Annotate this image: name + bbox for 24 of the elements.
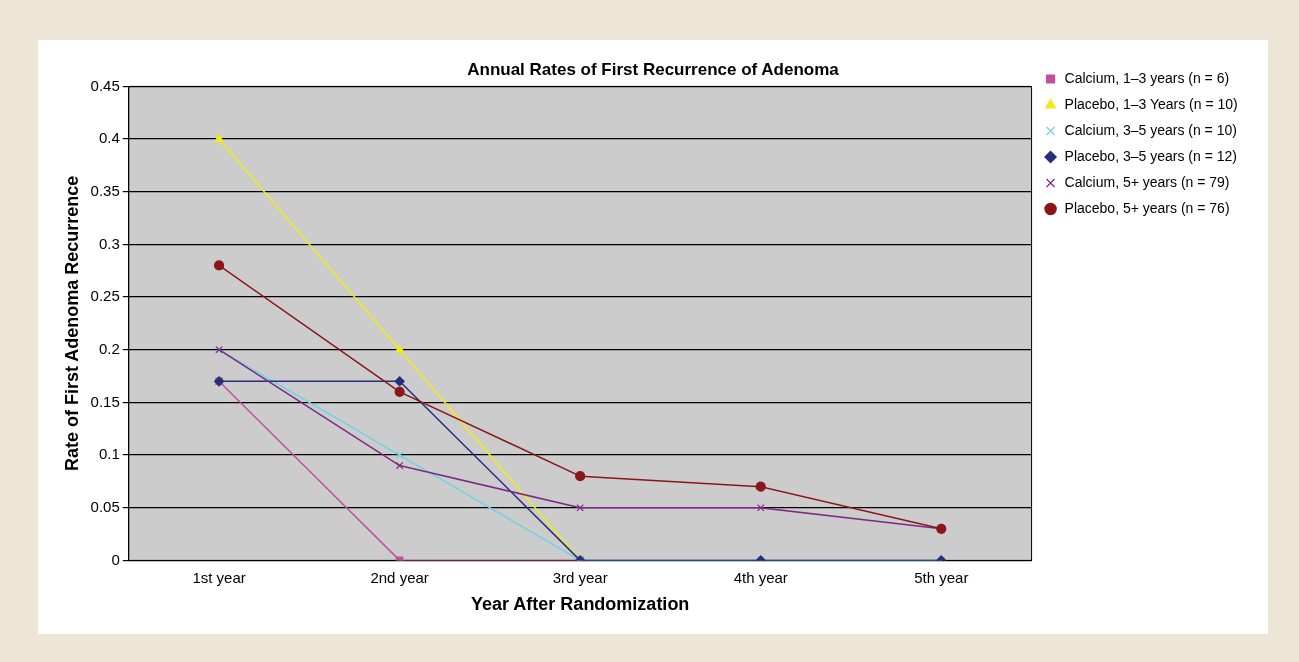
x-tick-label: 4th year [733,568,788,586]
chart-title: Annual Rates of First Recurrence of Adenoma [467,59,840,79]
x-axis-title: Year After Randomization [470,594,690,615]
y-tick-label: 0.35 [90,181,120,199]
legend-label: Placebo, 1–3 Years (n = 10) [1064,95,1238,112]
y-tick-label: 0.45 [90,76,120,94]
legend-label: Calcium, 3–5 years (n = 10) [1064,121,1237,138]
y-tick-label: 0.4 [98,129,120,147]
x-tick-label: 3rd year [552,568,608,586]
legend-label: Calcium, 5+ years (n = 79) [1064,173,1230,190]
x-tick-label: 1st year [192,568,246,586]
legend-label: Calcium, 1–3 years (n = 6) [1064,69,1230,86]
y-tick-label: 0.05 [90,497,120,515]
y-tick-label: 0 [111,550,120,568]
y-axis-title: Rate of First Adenoma Recurrence [61,175,82,472]
y-tick-label: 0.15 [90,392,120,410]
legend-label: Placebo, 3–5 years (n = 12) [1064,147,1237,164]
y-tick-label: 0.3 [98,234,120,252]
x-tick-label: 2nd year [370,568,429,586]
legend-label: Placebo, 5+ years (n = 76) [1064,199,1230,216]
y-tick-label: 0.25 [90,287,120,305]
y-tick-label: 0.1 [98,445,120,463]
x-tick-label: 5th year [914,568,969,586]
y-tick-label: 0.2 [98,339,120,357]
